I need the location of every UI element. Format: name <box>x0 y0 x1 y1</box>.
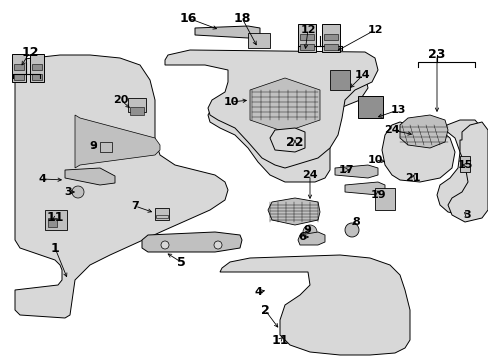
Text: 19: 19 <box>369 190 385 200</box>
Polygon shape <box>297 232 325 245</box>
Bar <box>247 33 269 48</box>
Text: 14: 14 <box>354 70 370 80</box>
Polygon shape <box>195 26 260 38</box>
Text: 15: 15 <box>456 160 472 170</box>
Text: 4: 4 <box>254 287 262 297</box>
Bar <box>321 24 339 52</box>
Bar <box>128 98 146 112</box>
Bar <box>14 74 24 80</box>
Text: 22: 22 <box>285 136 303 149</box>
Polygon shape <box>381 122 454 182</box>
Circle shape <box>72 186 84 198</box>
Bar <box>459 156 469 172</box>
Polygon shape <box>75 115 160 168</box>
Polygon shape <box>345 182 384 195</box>
Bar <box>130 107 143 115</box>
Polygon shape <box>207 52 367 182</box>
Polygon shape <box>249 78 319 132</box>
Polygon shape <box>65 168 115 185</box>
Bar <box>32 64 42 70</box>
Polygon shape <box>334 165 377 178</box>
Text: 20: 20 <box>113 95 128 105</box>
Polygon shape <box>436 120 484 215</box>
Text: 4: 4 <box>38 174 46 184</box>
Polygon shape <box>447 122 487 222</box>
Bar <box>45 210 67 230</box>
Bar <box>329 70 349 90</box>
Circle shape <box>303 225 316 239</box>
Circle shape <box>345 223 358 237</box>
Bar <box>299 34 313 40</box>
Text: 9: 9 <box>89 141 97 151</box>
Text: 10: 10 <box>223 97 238 107</box>
Text: 2: 2 <box>260 303 269 316</box>
Text: 16: 16 <box>179 12 196 24</box>
Text: 13: 13 <box>389 105 405 115</box>
Text: 9: 9 <box>303 225 310 235</box>
Polygon shape <box>15 55 227 318</box>
Text: 11: 11 <box>46 211 63 225</box>
Text: 3: 3 <box>64 187 72 197</box>
Text: 6: 6 <box>298 232 305 242</box>
Text: 12: 12 <box>300 25 315 35</box>
Polygon shape <box>267 198 319 225</box>
Bar <box>357 96 382 118</box>
Bar <box>324 34 337 40</box>
Bar <box>30 54 44 82</box>
Text: 12: 12 <box>366 25 382 35</box>
Circle shape <box>214 241 222 249</box>
Text: 8: 8 <box>351 217 359 227</box>
Text: 11: 11 <box>271 333 288 346</box>
Text: 24: 24 <box>384 125 399 135</box>
Polygon shape <box>399 115 447 148</box>
Text: 10: 10 <box>366 155 382 165</box>
Bar <box>156 215 168 218</box>
Bar <box>48 218 57 227</box>
Circle shape <box>161 241 169 249</box>
Text: 3: 3 <box>462 210 470 220</box>
Polygon shape <box>164 50 377 168</box>
Bar <box>14 64 24 70</box>
Bar <box>374 188 394 210</box>
Bar <box>297 24 315 52</box>
Text: 12: 12 <box>21 45 39 58</box>
Text: 23: 23 <box>427 49 445 62</box>
Text: 18: 18 <box>233 12 250 24</box>
Text: 17: 17 <box>338 165 353 175</box>
Text: 24: 24 <box>302 170 317 180</box>
Bar <box>12 54 26 82</box>
Text: 7: 7 <box>131 201 139 211</box>
Text: 21: 21 <box>405 173 420 183</box>
Polygon shape <box>269 128 305 152</box>
Bar <box>324 44 337 50</box>
Polygon shape <box>142 232 242 252</box>
Bar <box>299 44 313 50</box>
Bar <box>32 74 42 80</box>
Text: 1: 1 <box>51 242 59 255</box>
Text: 5: 5 <box>176 256 185 269</box>
Bar <box>100 142 112 152</box>
Bar <box>155 208 169 220</box>
Polygon shape <box>220 255 409 355</box>
